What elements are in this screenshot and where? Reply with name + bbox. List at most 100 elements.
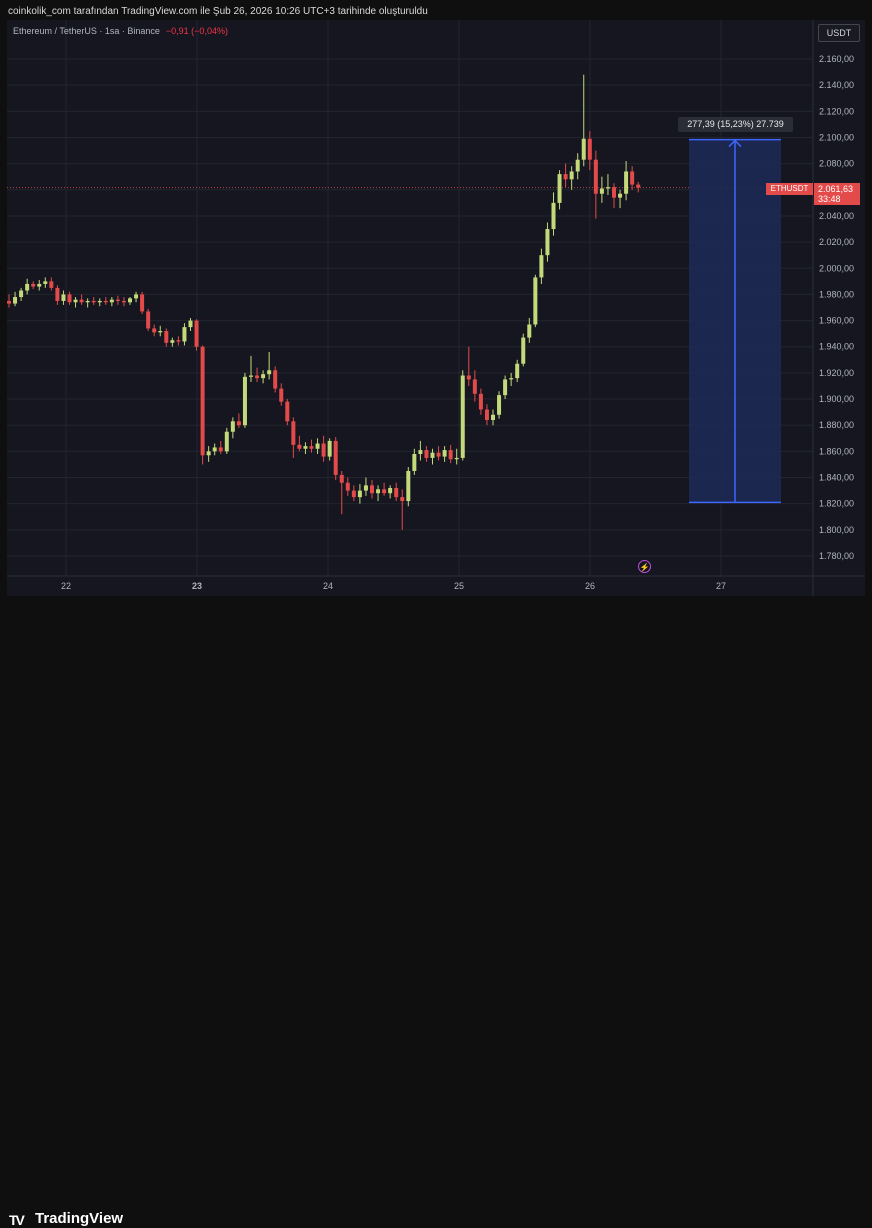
candle-body: [418, 450, 423, 454]
last-price-value: 2.061,63: [818, 184, 854, 194]
candle: [430, 448, 435, 465]
y-tick-label: 2.000,00: [819, 263, 854, 273]
candle-body: [242, 376, 247, 426]
candle: [188, 317, 193, 332]
y-tick-label: 1.960,00: [819, 316, 854, 326]
candle: [37, 280, 42, 291]
candle-body: [351, 490, 356, 498]
candle: [599, 176, 604, 203]
candle: [236, 413, 241, 428]
candle: [285, 399, 290, 426]
price-chart[interactable]: 1.780,00 1.800,00 1.820,00 1.840,00 1.860,00…: [7, 20, 865, 596]
y-tick-label: 2.140,00: [819, 80, 854, 90]
candle: [261, 370, 266, 384]
candle: [13, 291, 18, 307]
candle-body: [303, 446, 308, 449]
candle-body: [249, 375, 253, 377]
candle: [273, 366, 278, 393]
candle: [218, 440, 223, 454]
candle: [460, 370, 465, 461]
candle: [267, 351, 272, 380]
candle-body: [569, 171, 574, 180]
y-tick-label: 1.900,00: [819, 394, 854, 404]
candle-body: [291, 421, 296, 445]
candle: [357, 484, 362, 504]
y-tick-label: 1.840,00: [819, 473, 854, 483]
candle: [249, 355, 253, 383]
time-axis[interactable]: 22 23 24 25 26 27: [7, 575, 865, 591]
candle: [31, 281, 36, 290]
candle: [563, 163, 568, 188]
candle-body: [327, 440, 332, 457]
candle: [533, 274, 538, 328]
candle-body: [230, 421, 235, 432]
candles: [7, 74, 641, 530]
candle: [55, 285, 60, 305]
candle-body: [31, 283, 36, 287]
y-tick-label: 2.120,00: [819, 106, 854, 116]
candle: [624, 161, 629, 201]
candle-body: [109, 299, 114, 303]
candle-body: [376, 489, 381, 494]
candle-body: [333, 440, 338, 475]
symbol-legend[interactable]: Ethereum / TetherUS · 1sa · Binance −0,91…: [13, 26, 228, 36]
candle: [164, 328, 169, 347]
x-tick-label: 23: [192, 581, 202, 591]
candle-body: [400, 497, 405, 502]
candle: [140, 291, 145, 315]
candle: [587, 130, 592, 171]
symbol-change: −0,91 (−0,04%): [165, 26, 228, 36]
candle-body: [370, 485, 374, 494]
candle: [454, 448, 459, 465]
candle-body: [321, 443, 326, 457]
measure-tool[interactable]: [689, 138, 781, 504]
candle: [194, 319, 199, 351]
candle: [303, 442, 308, 454]
candle-body: [436, 452, 441, 457]
brand-name: TradingView: [35, 1210, 124, 1227]
candle: [376, 485, 381, 502]
candle-body: [212, 447, 217, 452]
measure-arrow-head: [728, 139, 742, 148]
candle-body: [593, 159, 598, 194]
candle-body: [521, 337, 526, 364]
candle: [569, 166, 574, 190]
candle: [503, 375, 508, 400]
candle-body: [309, 446, 314, 449]
candle-body: [557, 174, 562, 203]
candle: [43, 277, 48, 288]
x-tick-label: 24: [323, 581, 333, 591]
candle: [61, 290, 66, 305]
candle-body: [497, 395, 502, 415]
candle: [230, 417, 235, 439]
candle-body: [472, 379, 477, 394]
candle: [406, 467, 411, 507]
candle: [152, 324, 157, 337]
candle-body: [267, 370, 272, 375]
lightning-icon[interactable]: ⚡: [638, 560, 651, 573]
candle: [158, 325, 163, 337]
candle-body: [25, 283, 30, 291]
candle: [363, 477, 368, 496]
candle: [103, 297, 108, 305]
candle-body: [206, 451, 211, 456]
candle-body: [630, 171, 635, 185]
candle: [466, 346, 471, 386]
y-tick-label: 2.160,00: [819, 54, 854, 64]
candle-body: [134, 294, 139, 299]
candle-body: [285, 401, 290, 422]
candle: [539, 248, 544, 284]
candle: [557, 170, 562, 210]
candle-body: [533, 277, 538, 325]
candle: [212, 443, 217, 456]
y-tick-label: 1.780,00: [819, 551, 854, 561]
currency-button[interactable]: USDT: [818, 24, 860, 42]
candle-body: [484, 409, 489, 420]
candle: [315, 438, 320, 454]
candle-body: [563, 174, 568, 180]
candle-body: [345, 482, 350, 491]
candle-body: [448, 450, 453, 460]
candle: [67, 291, 72, 305]
candle-body: [236, 421, 241, 426]
candle: [388, 485, 393, 499]
